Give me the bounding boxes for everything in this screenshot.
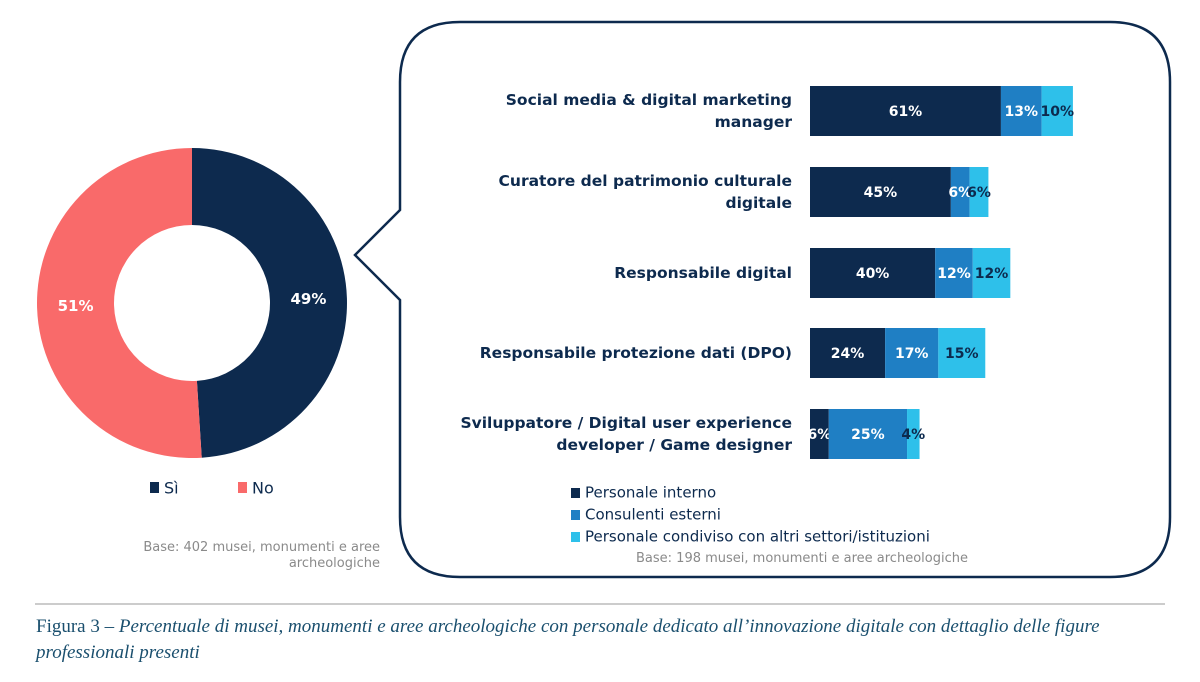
caption-label: Figura 3 (36, 616, 100, 637)
legend-swatch (571, 488, 580, 498)
bar-value-label: 45% (864, 185, 898, 201)
bar-segment (938, 328, 986, 378)
slice-label: 51% (58, 297, 94, 315)
bar-value-label: 24% (831, 346, 865, 362)
legend-label: Consulenti esterni (585, 506, 721, 524)
bar-segment (907, 409, 920, 459)
bar-segment (810, 167, 951, 217)
bar-value-label: 12% (937, 266, 971, 282)
category-label: Sviluppatore / Digital user experience d… (460, 414, 792, 454)
bar-value-label: 15% (945, 346, 979, 362)
bar-segment (950, 167, 970, 217)
bar-value-label: 10% (1041, 104, 1075, 120)
legend-label: Personale condiviso con altri settori/is… (585, 528, 930, 546)
figure-caption: Figura 3 – Percentuale di musei, monumen… (36, 614, 1176, 666)
bar-value-label: 4% (901, 427, 925, 443)
bar-segment (810, 328, 886, 378)
bar-segment (935, 248, 973, 298)
category-label: Social media & digital marketing manager (505, 91, 792, 131)
category-label: Responsabile protezione dati (DPO) (479, 344, 792, 362)
bar-segment (810, 409, 829, 459)
bar-segment (810, 248, 936, 298)
donut-slice (36, 148, 202, 459)
caption-text: – Percentuale di musei, monumenti e aree… (36, 616, 1100, 663)
legend-label: Sì (164, 479, 179, 498)
donut-note: Base: 402 musei, monumenti e aree archeo… (143, 540, 380, 571)
category-label: Responsabile digital (614, 264, 792, 282)
bar-value-label: 61% (889, 104, 923, 120)
bar-segment (828, 409, 908, 459)
legend-label: Personale interno (585, 484, 716, 502)
donut-slice (192, 148, 347, 458)
bar-value-label: 17% (895, 346, 929, 362)
legend-swatch (571, 510, 580, 520)
category-label: Curatore del patrimonio culturale digita… (498, 172, 792, 212)
bar-value-label: 6% (967, 185, 991, 201)
bar-value-label: 25% (851, 427, 885, 443)
bar-value-label: 6% (948, 185, 972, 201)
slice-label: 49% (290, 290, 326, 308)
bar-segment (810, 86, 1001, 136)
bar-value-label: 6% (807, 427, 831, 443)
bar-segment (885, 328, 939, 378)
bar-note: Base: 198 musei, monumenti e aree archeo… (636, 551, 968, 566)
callout-bubble (353, 20, 1172, 579)
bar-value-label: 13% (1005, 104, 1039, 120)
bar-segment (1041, 86, 1073, 136)
bar-segment (972, 248, 1011, 298)
bar-value-label: 12% (975, 266, 1009, 282)
legend-swatch (150, 482, 159, 493)
bar-segment (969, 167, 989, 217)
legend-swatch (238, 482, 247, 493)
bar-value-label: 40% (856, 266, 890, 282)
legend-swatch (571, 532, 580, 542)
legend-label: No (252, 479, 274, 498)
bar-segment (1000, 86, 1042, 136)
